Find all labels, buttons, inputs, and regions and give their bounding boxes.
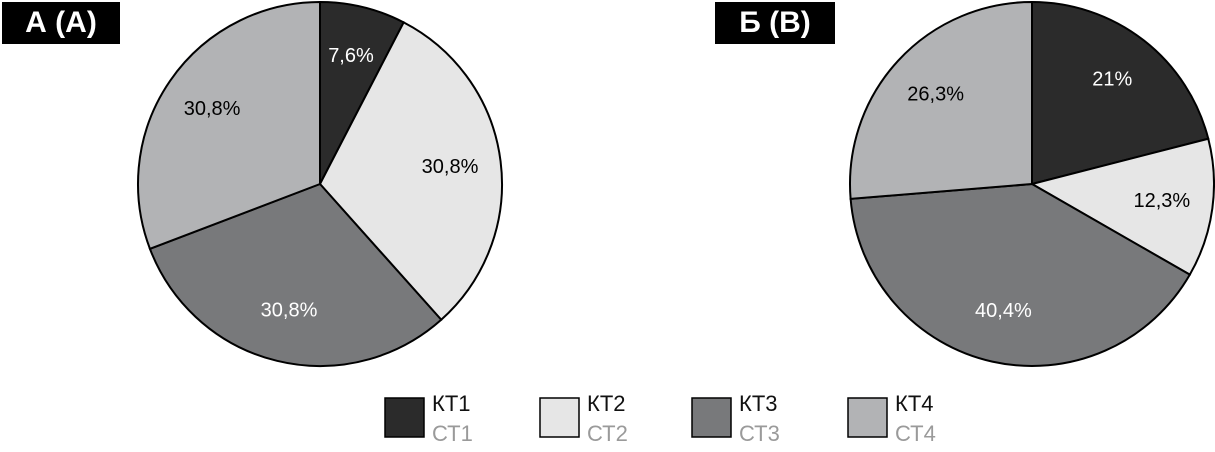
legend-label: КТ4 <box>895 391 934 416</box>
legend-sublabel: СТ3 <box>739 421 780 446</box>
slice-label: 12,3% <box>1133 190 1190 212</box>
slice-label: 7,6% <box>328 45 374 67</box>
pie-slice <box>137 0 321 251</box>
pie-slice <box>849 0 1033 200</box>
legend-swatch <box>539 397 580 438</box>
legend-swatch <box>384 397 425 438</box>
pie-slice <box>1029 137 1215 277</box>
slice-label: 30,8% <box>184 98 241 120</box>
slice-label: 40,4% <box>975 300 1032 322</box>
legend-sublabel: СТ1 <box>432 421 473 446</box>
pie-slice <box>318 21 503 322</box>
chart-title: Б (B) <box>739 6 811 39</box>
legend-swatch <box>847 397 888 438</box>
chart-title: А (A) <box>25 6 97 39</box>
pie-slice <box>1031 0 1210 186</box>
legend-label: КТ3 <box>739 391 778 416</box>
pie-slice <box>148 182 443 367</box>
legend-label: КТ2 <box>587 391 626 416</box>
legend-swatch <box>691 397 732 438</box>
slice-label: 21% <box>1092 69 1132 91</box>
legend-sublabel: СТ2 <box>587 421 628 446</box>
slice-label: 30,8% <box>422 156 479 178</box>
slice-label: 30,8% <box>261 300 318 322</box>
title-box <box>715 2 835 44</box>
pie-slice <box>849 182 1192 367</box>
slice-label: 26,3% <box>907 83 964 105</box>
legend-sublabel: СТ4 <box>895 421 936 446</box>
title-box <box>2 2 120 44</box>
legend-label: КТ1 <box>432 391 471 416</box>
